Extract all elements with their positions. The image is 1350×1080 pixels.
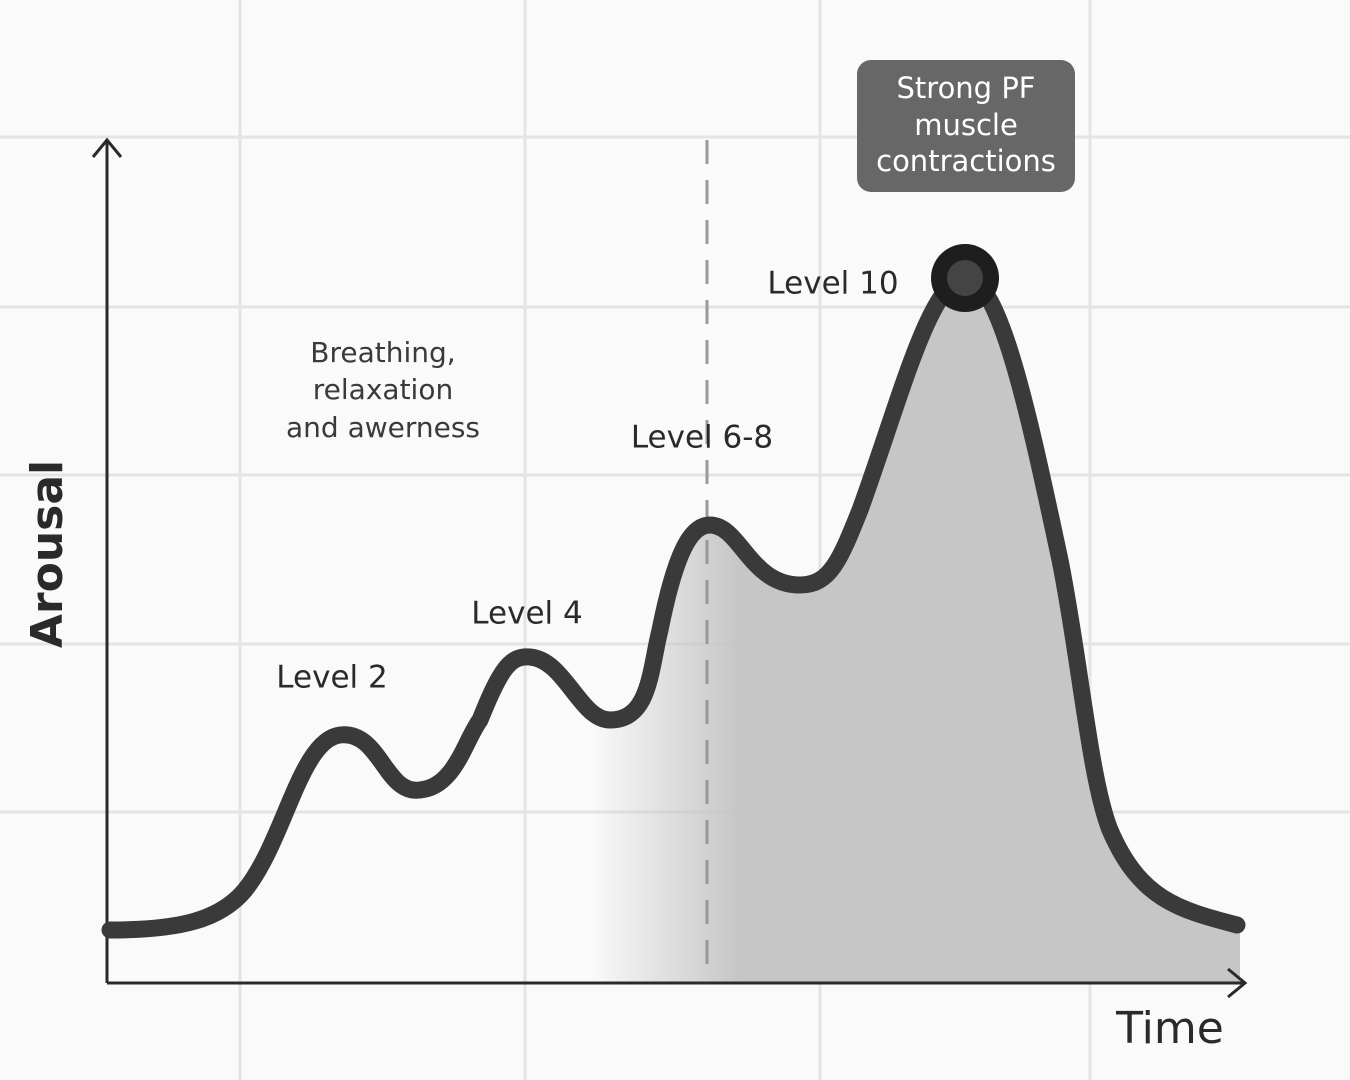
peak-box bbox=[857, 60, 1075, 192]
y-axis-label: Arousal bbox=[22, 460, 73, 648]
arousal-curve bbox=[101, 269, 1246, 939]
annotation: Breathing, bbox=[310, 336, 455, 369]
level-label: Level 2 bbox=[276, 660, 387, 696]
peak-box-text: muscle bbox=[914, 108, 1018, 142]
annotation: relaxation bbox=[313, 373, 453, 406]
peak-box-text: Strong PF bbox=[897, 71, 1036, 105]
level-label: Level 4 bbox=[471, 596, 582, 632]
annotation: and awerness bbox=[286, 411, 480, 444]
x-axis-label: Time bbox=[1115, 1003, 1224, 1054]
peak-box-text: contractions bbox=[876, 144, 1056, 178]
peak-dot-inner bbox=[947, 260, 983, 296]
axes bbox=[91, 137, 1248, 999]
level-label: Level 10 bbox=[767, 266, 898, 302]
level-label: Level 6-8 bbox=[631, 420, 773, 456]
area-fill bbox=[110, 277, 1240, 984]
